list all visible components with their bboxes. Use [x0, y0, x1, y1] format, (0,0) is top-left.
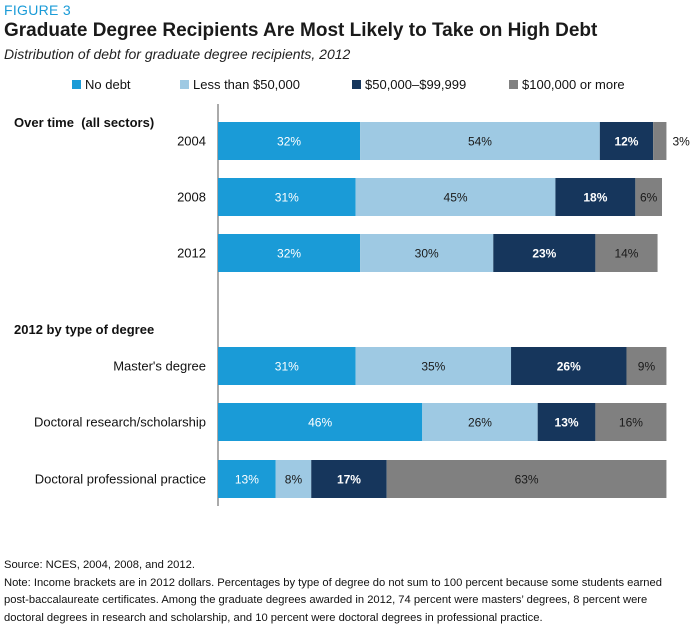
legend-label-100k-plus: $100,000 or more [522, 77, 625, 92]
data-label-2008-no-debt: 31% [275, 191, 299, 205]
bar-segment-2008-100-000-or-more [635, 178, 662, 216]
legend-label-50k-99k: $50,000–$99,999 [365, 77, 467, 92]
data-label-2004-100-000-or-more: 3% [672, 135, 690, 149]
legend-item-50k-99k: $50,000–$99,999 [352, 77, 466, 92]
bar-segment-2012-100-000-or-more [595, 234, 658, 272]
data-label-master-s-degree-less-than-50-000: 35% [421, 360, 445, 374]
bar-segment-doctoral-professional-practice-100-000-or-more [386, 460, 667, 498]
data-label-2004-no-debt: 32% [277, 135, 301, 149]
bar-segment-2004-less-than-50-000 [360, 122, 600, 160]
bar-segment-2008-50-000-99-999 [555, 178, 636, 216]
category-label-master-s-degree: Master's degree [113, 359, 206, 374]
bar-segment-doctoral-research-scholarship-50-000-99-999 [537, 403, 596, 441]
legend-item-less-50k: Less than $50,000 [180, 77, 300, 92]
data-label-doctoral-professional-practice-50-000-99-999: 17% [337, 473, 361, 487]
bar-segment-doctoral-professional-practice-less-than-50-000 [275, 460, 312, 498]
data-label-master-s-degree-50-000-99-999: 26% [557, 360, 581, 374]
bar-segment-doctoral-professional-practice-50-000-99-999 [311, 460, 387, 498]
bar-segment-2004-50-000-99-999 [599, 122, 654, 160]
data-label-2008-less-than-50-000: 45% [444, 191, 468, 205]
legend-swatch-no-debt [72, 80, 81, 89]
group-label: Over time (all sectors) [14, 115, 154, 130]
bar-segment-2008-no-debt [218, 178, 356, 216]
bar-segment-master-s-degree-100-000-or-more [626, 347, 667, 385]
group-label: 2012 by type of degree [14, 322, 154, 337]
bar-segment-2012-less-than-50-000 [360, 234, 494, 272]
data-label-master-s-degree-100-000-or-more: 9% [638, 360, 656, 374]
legend-item-no-debt: No debt [72, 77, 131, 92]
data-label-doctoral-research-scholarship-less-than-50-000: 26% [468, 416, 492, 430]
data-label-doctoral-professional-practice-100-000-or-more: 63% [515, 473, 539, 487]
bar-segment-doctoral-research-scholarship-100-000-or-more [595, 403, 667, 441]
data-label-doctoral-research-scholarship-100-000-or-more: 16% [619, 416, 643, 430]
bar-segment-doctoral-research-scholarship-less-than-50-000 [422, 403, 538, 441]
data-label-2004-less-than-50-000: 54% [468, 135, 492, 149]
bar-segment-2012-no-debt [218, 234, 361, 272]
data-label-2008-100-000-or-more: 6% [640, 191, 658, 205]
data-label-2008-50-000-99-999: 18% [583, 191, 607, 205]
data-label-doctoral-professional-practice-less-than-50-000: 8% [285, 473, 303, 487]
data-label-doctoral-research-scholarship-50-000-99-999: 13% [555, 416, 579, 430]
legend-item-100k-plus: $100,000 or more [509, 77, 625, 92]
data-label-2012-no-debt: 32% [277, 247, 301, 261]
data-label-2004-50-000-99-999: 12% [614, 135, 638, 149]
source-note: Source: NCES, 2004, 2008, and 2012. [4, 559, 195, 571]
bar-segment-master-s-degree-50-000-99-999 [511, 347, 627, 385]
bar-segment-2004-no-debt [218, 122, 361, 160]
bar-segment-2012-50-000-99-999 [493, 234, 596, 272]
legend-label-less-50k: Less than $50,000 [193, 77, 300, 92]
data-label-master-s-degree-no-debt: 31% [275, 360, 299, 374]
bar-segment-2004-100-000-or-more [653, 122, 667, 160]
category-label-doctoral-professional-practice: Doctoral professional practice [35, 472, 206, 487]
category-label-2004: 2004 [177, 134, 206, 149]
chart-subtitle: Distribution of debt for graduate degree… [4, 46, 351, 62]
bar-segment-master-s-degree-less-than-50-000 [355, 347, 512, 385]
figure-label: FIGURE 3 [4, 2, 71, 18]
stacked-bar-chart: Over time (all sectors) 2004 32% 54% 12% 3% 20… [14, 104, 690, 506]
bar-segment-2008-less-than-50-000 [355, 178, 556, 216]
legend-swatch-50k-99k [352, 80, 361, 89]
legend-label-no-debt: No debt [85, 77, 131, 92]
legend-swatch-100k-plus [509, 80, 518, 89]
chart-title: Graduate Degree Recipients Are Most Like… [4, 20, 598, 41]
data-label-2012-100-000-or-more: 14% [614, 247, 638, 261]
notes: Source: NCES, 2004, 2008, and 2012. Note… [4, 557, 688, 627]
bar-segment-doctoral-research-scholarship-no-debt [218, 403, 423, 441]
bar-segment-master-s-degree-no-debt [218, 347, 356, 385]
category-label-2012: 2012 [177, 246, 206, 261]
category-label-2008: 2008 [177, 190, 206, 205]
footnote: Note: Income brackets are in 2012 dollar… [4, 576, 662, 624]
data-label-2012-less-than-50-000: 30% [415, 247, 439, 261]
data-label-doctoral-research-scholarship-no-debt: 46% [308, 416, 332, 430]
legend-swatch-less-50k [180, 80, 189, 89]
data-label-2012-50-000-99-999: 23% [532, 247, 556, 261]
bar-segment-doctoral-professional-practice-no-debt [218, 460, 276, 498]
category-label-doctoral-research-scholarship: Doctoral research/scholarship [34, 415, 206, 430]
data-label-doctoral-professional-practice-no-debt: 13% [235, 473, 259, 487]
legend: No debt Less than $50,000 $50,000–$99,99… [72, 77, 682, 93]
